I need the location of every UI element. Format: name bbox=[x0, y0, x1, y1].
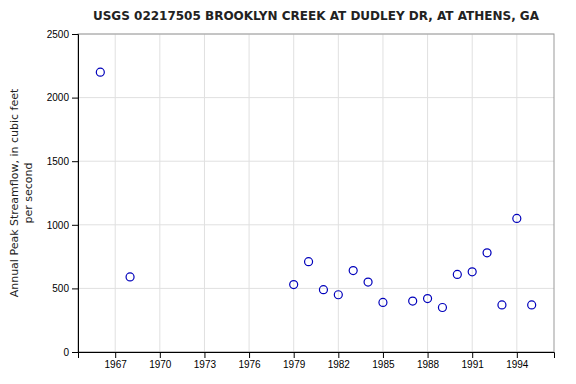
x-grid-line bbox=[115, 34, 116, 352]
point bbox=[364, 278, 372, 286]
point bbox=[96, 68, 104, 76]
x-tick: 1991 bbox=[462, 352, 485, 370]
y-tick-label: 0 bbox=[63, 347, 69, 358]
point bbox=[305, 258, 313, 266]
y-grid-line bbox=[78, 224, 554, 225]
point bbox=[349, 267, 357, 275]
x-tick-mark bbox=[204, 352, 205, 358]
y-tick: 1000 bbox=[47, 220, 78, 231]
y-axis: 0 500 1000 1500 2000 2500 bbox=[47, 29, 79, 358]
point bbox=[483, 249, 491, 257]
y-tick: 500 bbox=[52, 283, 78, 294]
chart: 1967 1970 1973 1976 1979 1982 1985 1988 1991 1994… bbox=[0, 0, 576, 384]
point bbox=[498, 301, 506, 309]
x-tick-mark bbox=[517, 352, 518, 358]
x-grid-line bbox=[293, 34, 294, 352]
x-tick: 1982 bbox=[328, 352, 351, 370]
x-grid-line bbox=[472, 34, 473, 352]
y-tick-label: 1000 bbox=[47, 220, 70, 231]
grid bbox=[78, 34, 554, 352]
x-tick-mark bbox=[294, 352, 295, 358]
y-tick-mark bbox=[72, 161, 78, 162]
x-axis-line bbox=[79, 353, 555, 359]
x-tick-label: 1982 bbox=[328, 359, 351, 370]
x-tick-mark bbox=[383, 352, 384, 358]
x-grid-line bbox=[159, 34, 160, 352]
x-tick: 1979 bbox=[283, 352, 306, 370]
x-tick-label: 1967 bbox=[105, 359, 128, 370]
x-tick-label: 1976 bbox=[238, 359, 261, 370]
x-tick-mark bbox=[472, 352, 473, 358]
x-grid-line bbox=[204, 34, 205, 352]
x-grid-line bbox=[516, 34, 517, 352]
point bbox=[468, 268, 476, 276]
y-tick-mark bbox=[72, 98, 78, 99]
point bbox=[334, 291, 342, 299]
y-axis-title-line: Annual Peak Streamflow, in cubic feet bbox=[8, 88, 21, 297]
y-tick: 1500 bbox=[47, 156, 78, 167]
y-grid-line bbox=[78, 288, 554, 289]
y-grid-line bbox=[78, 161, 554, 162]
point bbox=[513, 214, 521, 222]
x-tick-label: 1985 bbox=[372, 359, 395, 370]
x-tick-mark bbox=[338, 352, 339, 358]
point bbox=[453, 270, 461, 278]
point bbox=[528, 301, 536, 309]
points bbox=[96, 68, 535, 311]
x-axis: 1967 1970 1973 1976 1979 1982 1985 1988 1991 1994 bbox=[79, 352, 555, 370]
y-tick: 2000 bbox=[47, 92, 78, 103]
x-tick-mark bbox=[160, 352, 161, 358]
y-axis-title-line: per second bbox=[22, 163, 35, 224]
y-tick: 2500 bbox=[47, 29, 78, 40]
x-tick: 1973 bbox=[194, 352, 217, 370]
point bbox=[126, 273, 134, 281]
y-axis-line bbox=[72, 35, 79, 353]
y-tick-mark bbox=[72, 225, 78, 226]
x-tick-label: 1991 bbox=[462, 359, 485, 370]
point bbox=[379, 298, 387, 306]
x-tick: 1976 bbox=[238, 352, 261, 370]
x-tick-label: 1979 bbox=[283, 359, 306, 370]
point bbox=[424, 295, 432, 303]
y-tick-mark bbox=[72, 34, 78, 35]
y-tick-label: 500 bbox=[52, 283, 69, 294]
title: USGS 02217505 BROOKLYN CREEK AT DUDLEY D… bbox=[93, 9, 540, 23]
x-tick: 1994 bbox=[506, 352, 529, 370]
point bbox=[319, 286, 327, 294]
x-tick-mark bbox=[115, 352, 116, 358]
x-tick-label: 1988 bbox=[417, 359, 440, 370]
y-tick-label: 2500 bbox=[47, 29, 70, 40]
x-tick: 1970 bbox=[149, 352, 172, 370]
y-axis-title: Annual Peak Streamflow, in cubic feetper… bbox=[8, 88, 35, 297]
y-tick-mark bbox=[72, 288, 78, 289]
x-tick: 1988 bbox=[417, 352, 440, 370]
y-tick-label: 2000 bbox=[47, 92, 70, 103]
x-grid-line bbox=[427, 34, 428, 352]
point bbox=[409, 297, 417, 305]
x-tick-label: 1994 bbox=[506, 359, 529, 370]
y-tick-label: 1500 bbox=[47, 156, 70, 167]
x-tick-label: 1973 bbox=[194, 359, 217, 370]
y-grid-line bbox=[78, 97, 554, 98]
x-tick: 1985 bbox=[372, 352, 395, 370]
point bbox=[438, 303, 446, 311]
x-tick: 1967 bbox=[105, 352, 128, 370]
x-grid-line bbox=[338, 34, 339, 352]
x-tick-mark bbox=[428, 352, 429, 358]
y-tick-mark bbox=[72, 352, 78, 353]
plot-frame bbox=[78, 34, 554, 352]
plot: 1967 1970 1973 1976 1979 1982 1985 1988 1991 1994… bbox=[47, 29, 555, 370]
x-tick-mark bbox=[249, 352, 250, 358]
point bbox=[290, 281, 298, 289]
x-grid-line bbox=[382, 34, 383, 352]
x-tick-label: 1970 bbox=[149, 359, 172, 370]
y-tick: 0 bbox=[63, 347, 78, 358]
x-grid-line bbox=[249, 34, 250, 352]
